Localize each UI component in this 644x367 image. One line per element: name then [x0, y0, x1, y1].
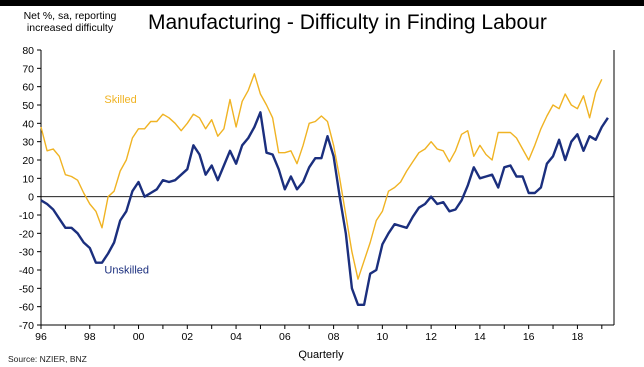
x-tick-label: 12: [425, 331, 437, 343]
y-tick-label: -40: [19, 265, 34, 277]
x-tick-label: 10: [377, 331, 389, 343]
x-tick-label: 18: [572, 331, 584, 343]
x-tick-label: 02: [181, 331, 193, 343]
series-label-unskilled: Unskilled: [104, 265, 149, 277]
y-tick-label: -50: [19, 283, 34, 295]
y-tick-label: 70: [22, 63, 34, 75]
y-tick-label: 60: [22, 82, 34, 94]
y-tick-label: 40: [22, 118, 34, 130]
y-tick-label: -30: [19, 247, 34, 259]
y-tick-label: 30: [22, 137, 34, 149]
series-line-unskilled: [40, 111, 609, 306]
series-labels: Skilled Unskilled: [104, 94, 149, 277]
y-tick-label: -10: [19, 210, 34, 222]
chart-title: Manufacturing - Difficulty in Finding La…: [148, 11, 547, 34]
x-axis-label: Quarterly: [298, 349, 344, 361]
y-axis-label: Net %, sa, reporting increased difficult…: [23, 10, 117, 34]
x-tick-label: 14: [474, 331, 486, 343]
x-tick-label: 96: [35, 331, 47, 343]
axes: -70 -60 -50 -40 -30 -20 -10 0 10 20 30 40 50 60 70 80 96…: [19, 45, 615, 343]
y-tick-label: 50: [22, 100, 34, 112]
x-tick-label: 06: [279, 331, 291, 343]
x-tick-label: 08: [328, 331, 340, 343]
x-tick-label: 98: [84, 331, 96, 343]
source-note: Source: NZIER, BNZ: [8, 354, 87, 364]
x-tick-label: 00: [133, 331, 145, 343]
y-tick-label: -60: [19, 302, 34, 314]
y-tick-label: 10: [22, 173, 34, 185]
y-tick-label: -70: [19, 320, 34, 332]
x-tick-label: 16: [523, 331, 535, 343]
series-label-skilled: Skilled: [104, 94, 136, 106]
x-tick-label: 04: [230, 331, 242, 343]
y-tick-label: 80: [22, 45, 34, 57]
y-tick-label: 0: [28, 192, 34, 204]
top-border: [0, 0, 644, 6]
y-tick-label: -20: [19, 228, 34, 240]
series-lines: [40, 73, 609, 306]
y-tick-label: 20: [22, 155, 34, 167]
series-line-skilled: [40, 73, 603, 280]
